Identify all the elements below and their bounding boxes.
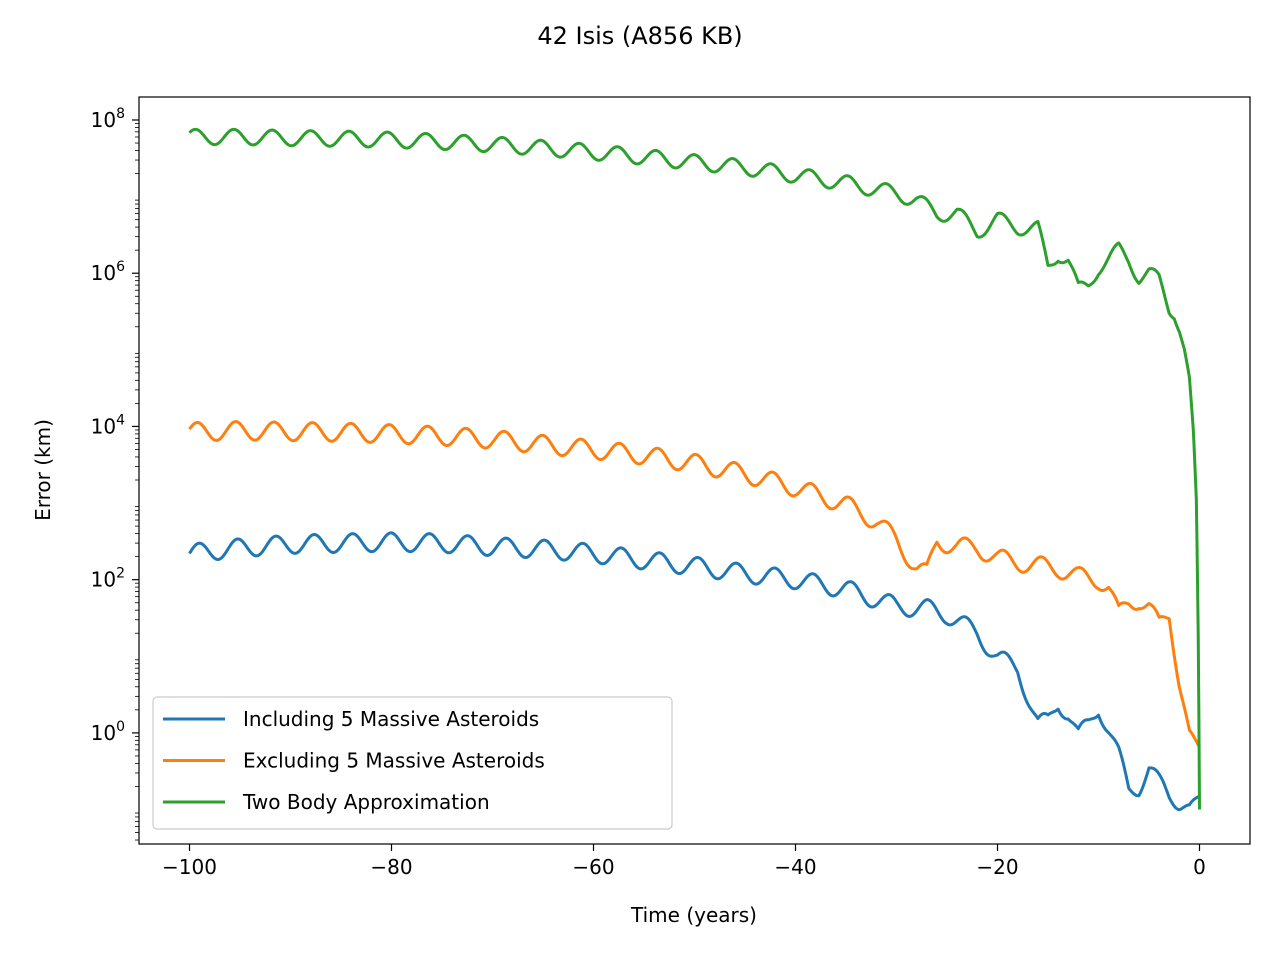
x-tick-label: −100 xyxy=(162,855,217,879)
legend-label: Two Body Approximation xyxy=(242,790,490,814)
y-tick-exponent: 6 xyxy=(116,259,125,275)
y-tick-base: 10 xyxy=(91,261,116,285)
y-tick-base: 10 xyxy=(91,568,116,592)
x-tick-label: 0 xyxy=(1193,855,1206,879)
chart-title: 42 Isis (A856 KB) xyxy=(537,22,742,50)
y-tick-label: 104 xyxy=(91,412,125,438)
legend-label: Excluding 5 Massive Asteroids xyxy=(243,749,545,773)
y-axis-label: Error (km) xyxy=(31,419,55,521)
y-tick-label: 106 xyxy=(91,259,125,285)
legend: Including 5 Massive Asteroids Excluding 5… xyxy=(152,696,673,830)
x-tick-label: −60 xyxy=(572,855,614,879)
plot-area xyxy=(138,96,1251,845)
y-tick-label: 102 xyxy=(91,566,125,592)
x-tick-label: −80 xyxy=(370,855,412,879)
series-group xyxy=(188,127,1201,812)
series-line-1 xyxy=(188,420,1201,748)
y-tick-exponent: 0 xyxy=(116,719,125,735)
x-tick-label: −20 xyxy=(976,855,1018,879)
x-axis: −100 −80 −60 −40 −20 0 xyxy=(162,844,1206,879)
y-tick-base: 10 xyxy=(91,414,116,438)
legend-box xyxy=(152,696,673,830)
y-tick-label: 108 xyxy=(91,106,125,132)
y-tick-base: 10 xyxy=(91,721,116,745)
y-tick-base: 10 xyxy=(91,108,116,132)
y-tick-label: 100 xyxy=(91,719,125,745)
y-tick-exponent: 8 xyxy=(116,106,125,122)
x-axis-label: Time (years) xyxy=(630,903,757,927)
y-tick-exponent: 4 xyxy=(116,412,125,428)
x-tick-label: −40 xyxy=(774,855,816,879)
series-line-0 xyxy=(188,531,1201,812)
series-line-2 xyxy=(188,127,1201,810)
legend-label: Including 5 Massive Asteroids xyxy=(243,707,539,731)
y-tick-exponent: 2 xyxy=(116,566,125,582)
plot-frame xyxy=(138,96,1251,845)
